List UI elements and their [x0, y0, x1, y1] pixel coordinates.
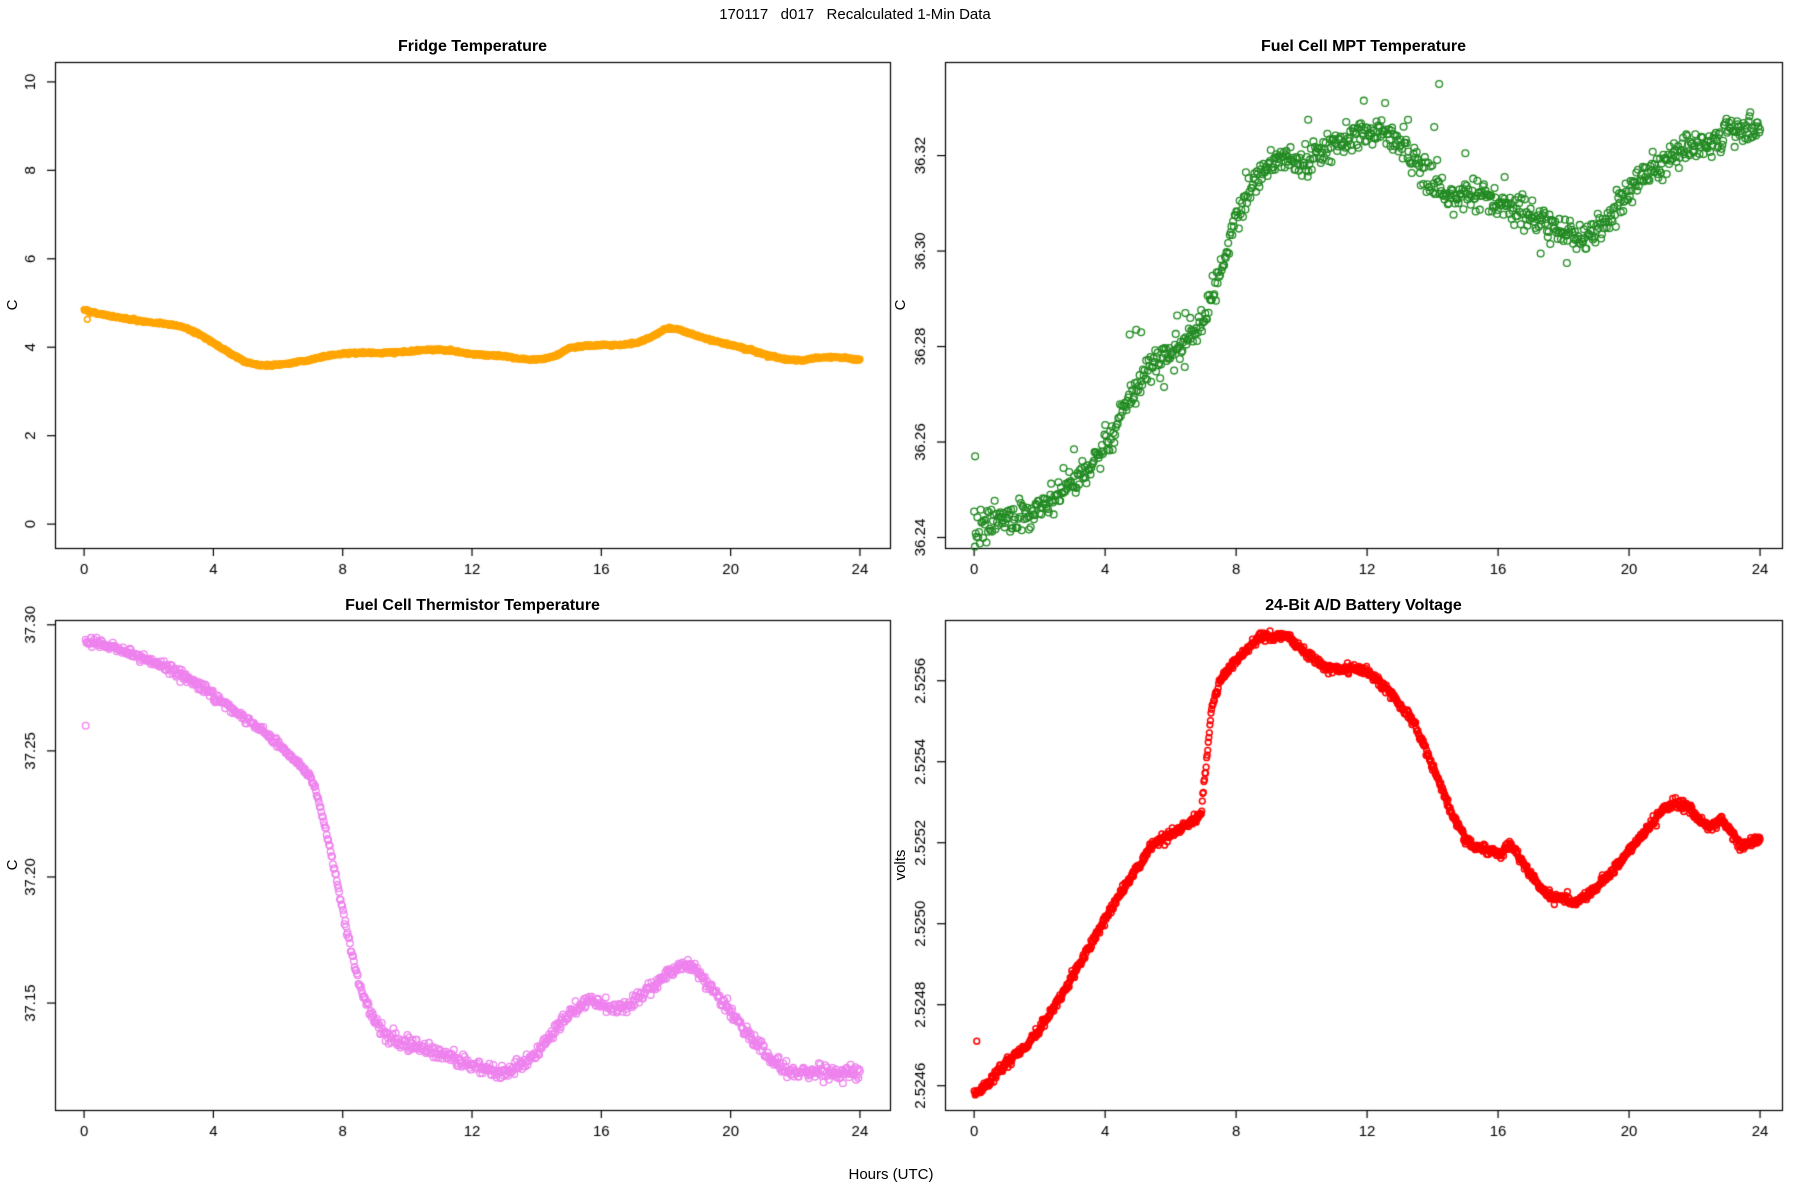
panel-title-fuel-cell-mpt-temperature: Fuel Cell MPT Temperature	[1260, 38, 1467, 55]
x-axis-label-hours-utc: Hours (UTC)	[848, 1166, 934, 1183]
y-axis-label-thermistor: C	[4, 859, 21, 871]
y-axis-label-fridge: C	[4, 299, 21, 311]
panel-title-battery-voltage: 24-Bit A/D Battery Voltage	[1265, 597, 1462, 614]
main-title: 170117 d017 Recalculated 1-Min Data	[719, 6, 991, 23]
y-axis-label-mpt: C	[892, 299, 909, 311]
panel-title-fridge-temperature: Fridge Temperature	[397, 38, 548, 55]
y-axis-label-volts: volts	[892, 849, 909, 881]
panel-title-fuel-cell-thermistor-temperature: Fuel Cell Thermistor Temperature	[345, 597, 600, 614]
